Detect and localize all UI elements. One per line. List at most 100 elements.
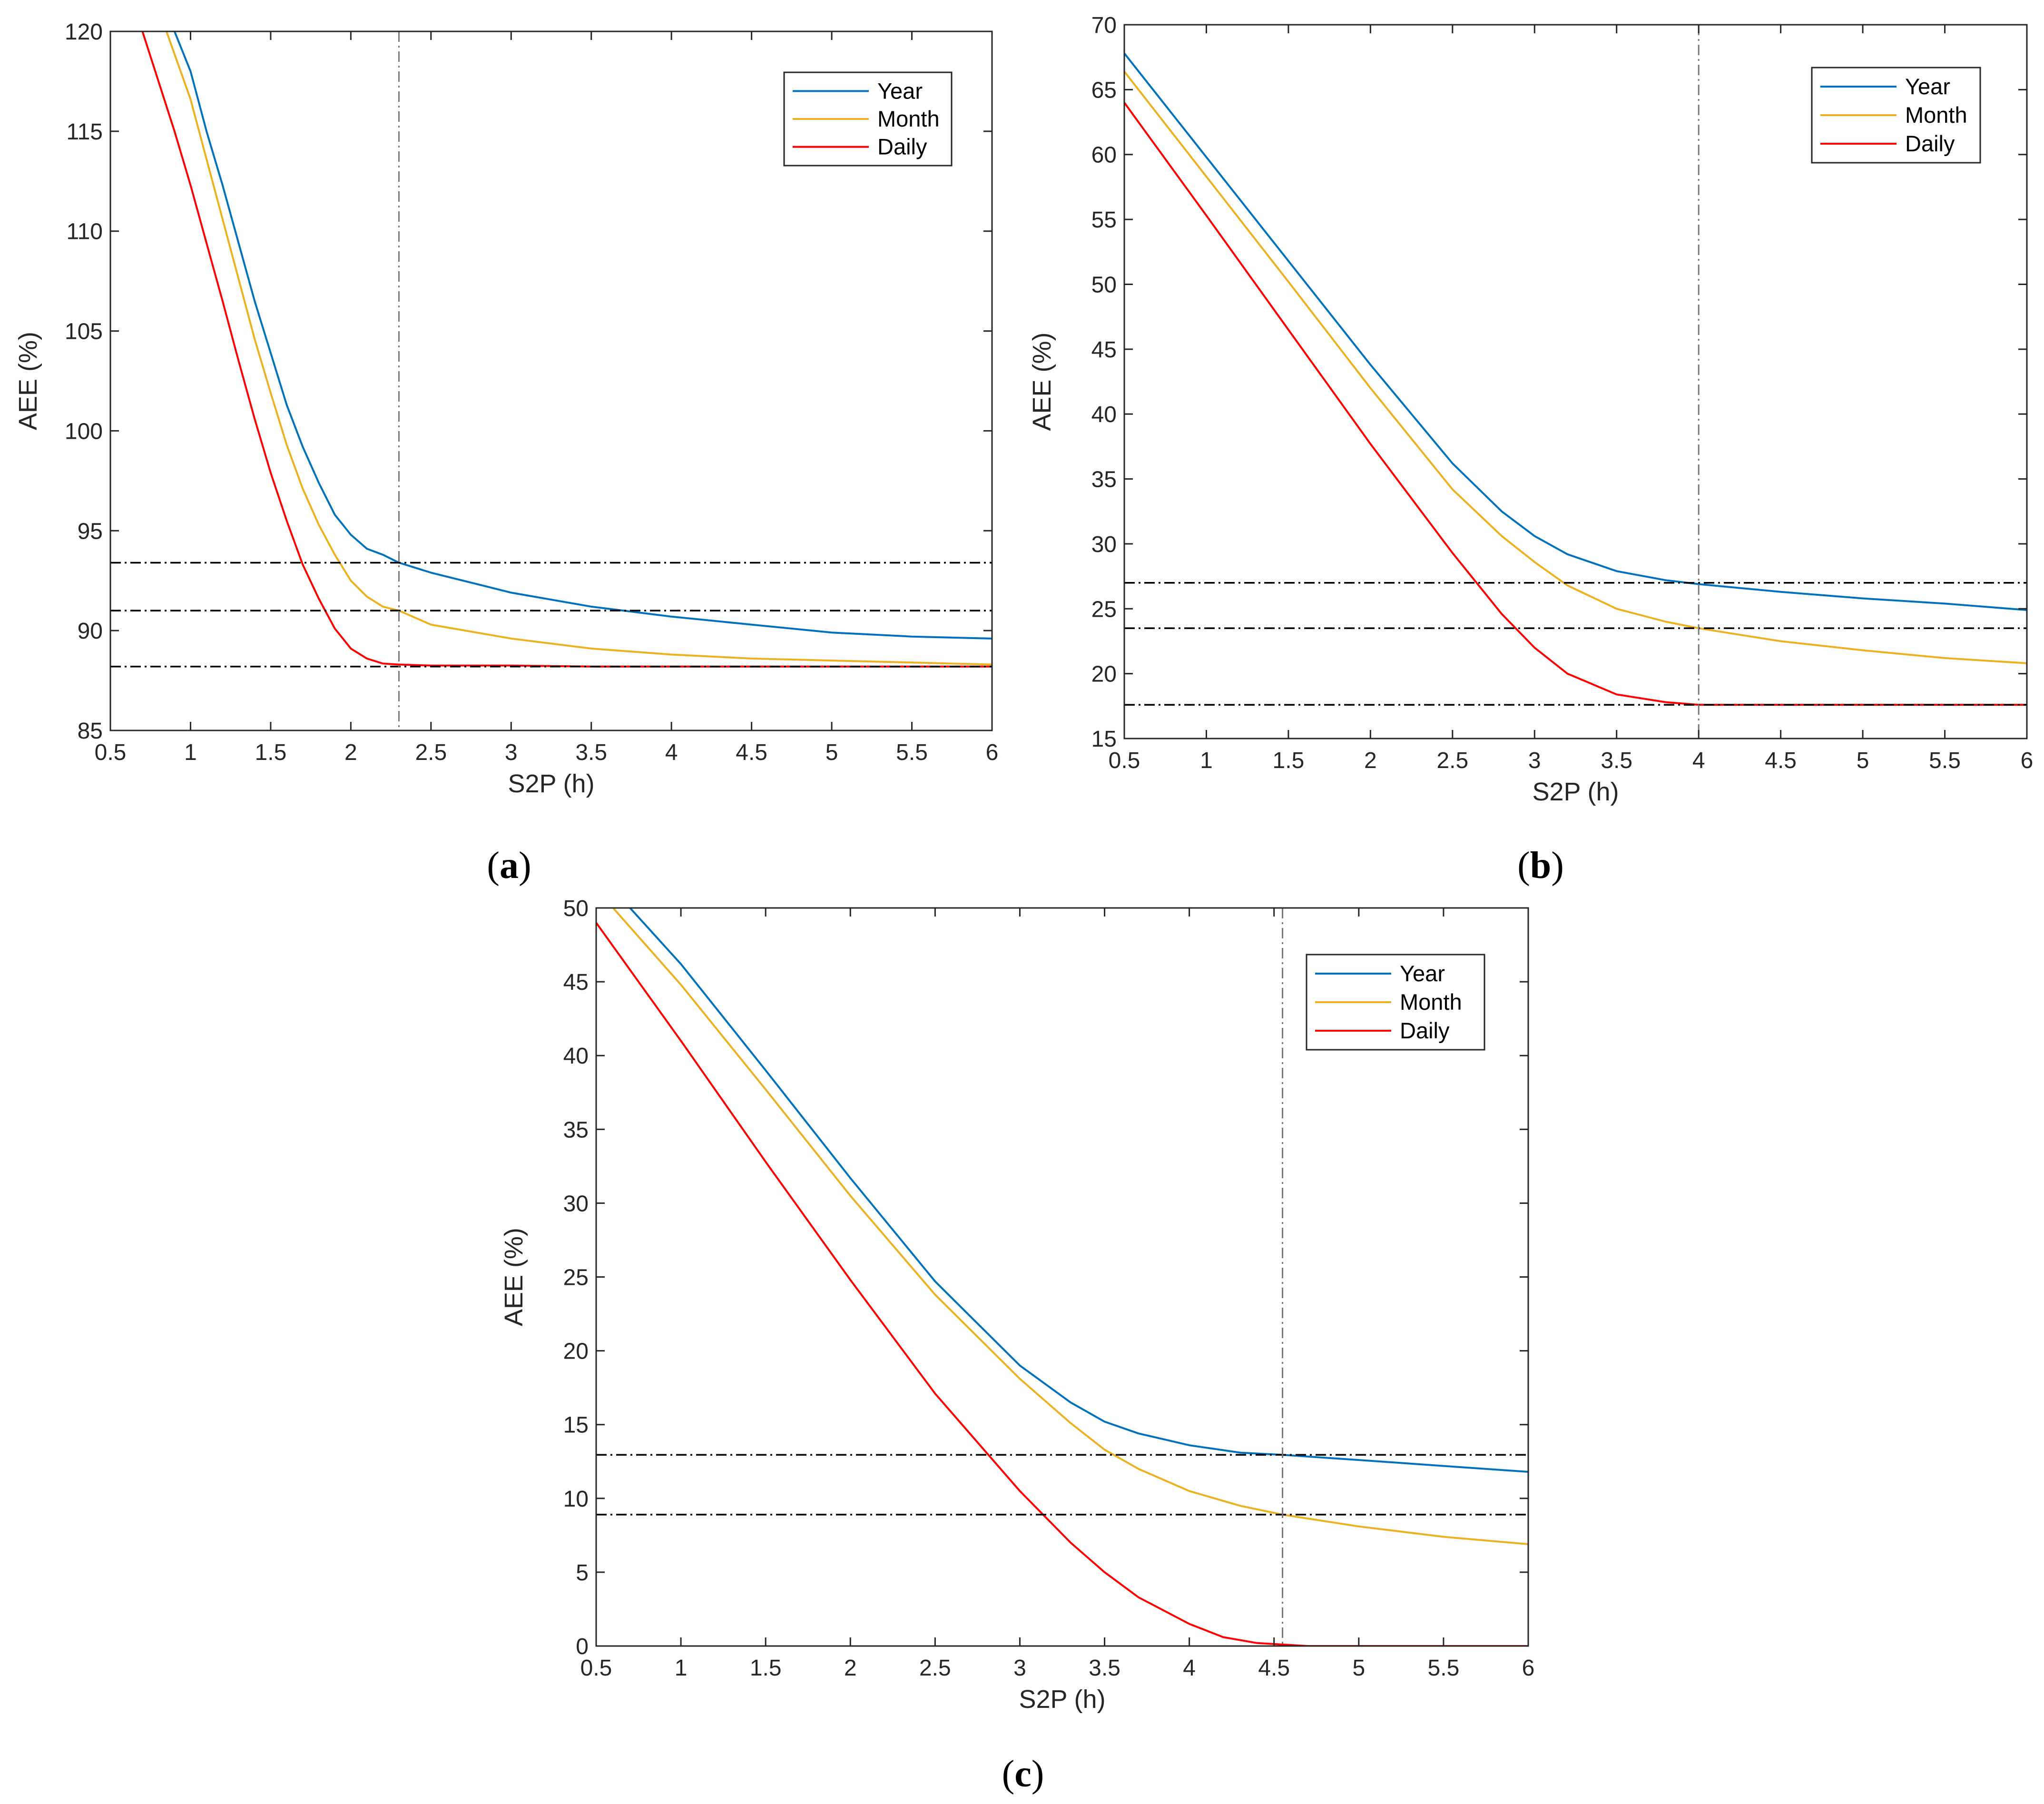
- x-tick-label: 6: [986, 740, 999, 765]
- y-tick-label: 30: [563, 1191, 589, 1216]
- y-tick-label: 50: [563, 896, 589, 921]
- y-tick-label: 5: [576, 1560, 589, 1586]
- y-tick-label: 15: [1091, 727, 1117, 752]
- x-tick-label: 4: [1183, 1656, 1196, 1681]
- chart-panel-c: 0.5 1 1.5 2 2.5 3 3.5 4 4.5 5 5.5 6 0 5 10 15 20 25 30 35 40…: [500, 896, 1534, 1795]
- legend-label-year: Year: [1905, 74, 1950, 99]
- x-tick-label: 1.5: [255, 740, 287, 765]
- x-tick-label: 5.5: [896, 740, 928, 765]
- y-axis-label: AEE (%): [14, 332, 42, 430]
- x-tick-label: 2.5: [919, 1656, 951, 1681]
- x-tick-label: 0.5: [95, 740, 127, 765]
- x-tick-label: 2: [344, 740, 357, 765]
- x-tick-label: 5.5: [1428, 1656, 1460, 1681]
- legend-label-daily: Daily: [1905, 131, 1955, 156]
- axes-box: [109, 30, 993, 731]
- y-tick-label: 45: [563, 970, 589, 995]
- series-line-year: [173, 31, 992, 640]
- x-tick-label: 2.5: [1436, 748, 1468, 773]
- legend-label-month: Month: [1905, 102, 1967, 128]
- y-tick-label: 105: [65, 319, 103, 345]
- x-tick-label: 5: [1352, 1656, 1365, 1681]
- y-tick-label: 10: [563, 1487, 589, 1512]
- series-line-year: [629, 908, 1528, 1473]
- caption-paren-close: ): [1551, 845, 1564, 887]
- series-group: [596, 908, 1528, 1646]
- y-tick-label: 40: [563, 1044, 589, 1069]
- y-tick-label: 95: [78, 519, 103, 544]
- legend-label-daily: Daily: [1400, 1018, 1450, 1043]
- y-axis-label: AEE (%): [500, 1228, 528, 1326]
- panel-caption: (b): [1517, 845, 1564, 887]
- x-tick-label: 4: [1692, 748, 1705, 773]
- x-tick-label: 3.5: [1601, 748, 1632, 773]
- x-tick-label: 4.5: [1765, 748, 1797, 773]
- x-tick-label: 5: [1857, 748, 1869, 773]
- caption-paren-open: (: [1002, 1753, 1015, 1795]
- x-tick-label: 1.5: [750, 1656, 782, 1681]
- x-tick-label: 1: [1200, 748, 1213, 773]
- chart-panel-a: 0.5 1 1.5 2 2.5 3 3.5 4 4.5 5 5.5 6 85 90 95 100 105 110 1…: [14, 20, 999, 887]
- series-line-month: [165, 31, 992, 666]
- legend-label-month: Month: [877, 106, 940, 131]
- caption-letter: b: [1530, 845, 1552, 887]
- legend-label-year: Year: [1400, 961, 1445, 986]
- panel-caption: (c): [1002, 1753, 1044, 1795]
- legend-label-year: Year: [877, 78, 923, 103]
- legend-label-month: Month: [1400, 989, 1462, 1015]
- series-line-month: [612, 908, 1528, 1545]
- x-tick-label: 5: [825, 740, 838, 765]
- x-tick-label: 4.5: [1258, 1656, 1290, 1681]
- y-tick-label: 25: [563, 1265, 589, 1291]
- x-tick-label: 3: [505, 740, 518, 765]
- y-tick-label: 70: [1091, 13, 1117, 38]
- y-tick-label: 15: [563, 1413, 589, 1438]
- x-tick-label: 3.5: [575, 740, 607, 765]
- caption-letter: c: [1014, 1753, 1032, 1795]
- y-tick-label: 20: [563, 1339, 589, 1364]
- y-tick-label: 120: [65, 20, 103, 45]
- y-tick-label: 45: [1091, 337, 1117, 363]
- y-tick-label: 50: [1091, 272, 1117, 297]
- x-tick-label: 1: [184, 740, 197, 765]
- x-tick-label: 3: [1528, 748, 1541, 773]
- x-tick-label: 4: [665, 740, 678, 765]
- y-tick-label: 65: [1091, 78, 1117, 103]
- x-tick-label: 2: [1364, 748, 1377, 773]
- x-tick-label: 3: [1013, 1656, 1026, 1681]
- y-tick-label: 110: [66, 219, 103, 245]
- series-group: [1124, 52, 2027, 706]
- x-tick-label: 3.5: [1089, 1656, 1120, 1681]
- x-tick-label: 1.5: [1273, 748, 1305, 773]
- x-tick-label: 2: [844, 1656, 857, 1681]
- x-tick-label: 1: [675, 1656, 688, 1681]
- series-line-year: [1124, 52, 2027, 611]
- caption-paren-close: ): [1032, 1753, 1044, 1795]
- panel-caption: (a): [487, 845, 531, 887]
- y-tick-label: 20: [1091, 662, 1117, 687]
- x-tick-label: 4.5: [736, 740, 767, 765]
- y-tick-label: 85: [78, 719, 103, 744]
- y-tick-label: 0: [576, 1634, 589, 1659]
- caption-paren-close: ): [519, 845, 531, 887]
- series-line-daily: [1124, 102, 2027, 706]
- y-tick-label: 60: [1091, 143, 1117, 168]
- caption-letter: a: [500, 845, 519, 887]
- x-axis-label: S2P (h): [1019, 1685, 1105, 1714]
- x-axis-label: S2P (h): [1532, 778, 1619, 806]
- y-tick-label: 40: [1091, 402, 1117, 427]
- y-tick-label: 90: [78, 619, 103, 644]
- series-line-daily: [596, 922, 1528, 1646]
- x-tick-label: 5.5: [1929, 748, 1961, 773]
- x-tick-label: 0.5: [1109, 748, 1140, 773]
- y-tick-label: 115: [66, 119, 103, 145]
- y-tick-label: 25: [1091, 597, 1117, 622]
- legend-label-daily: Daily: [877, 134, 927, 159]
- chart-panel-b: 0.5 1 1.5 2 2.5 3 3.5 4 4.5 5 5.5 6 15 20 25 30 35 40 45 50…: [1028, 13, 2033, 887]
- x-tick-label: 0.5: [580, 1656, 612, 1681]
- x-axis-label: S2P (h): [508, 769, 594, 798]
- series-line-month: [1124, 70, 2027, 664]
- x-tick-label: 6: [1522, 1656, 1535, 1681]
- caption-paren-open: (: [1517, 845, 1530, 887]
